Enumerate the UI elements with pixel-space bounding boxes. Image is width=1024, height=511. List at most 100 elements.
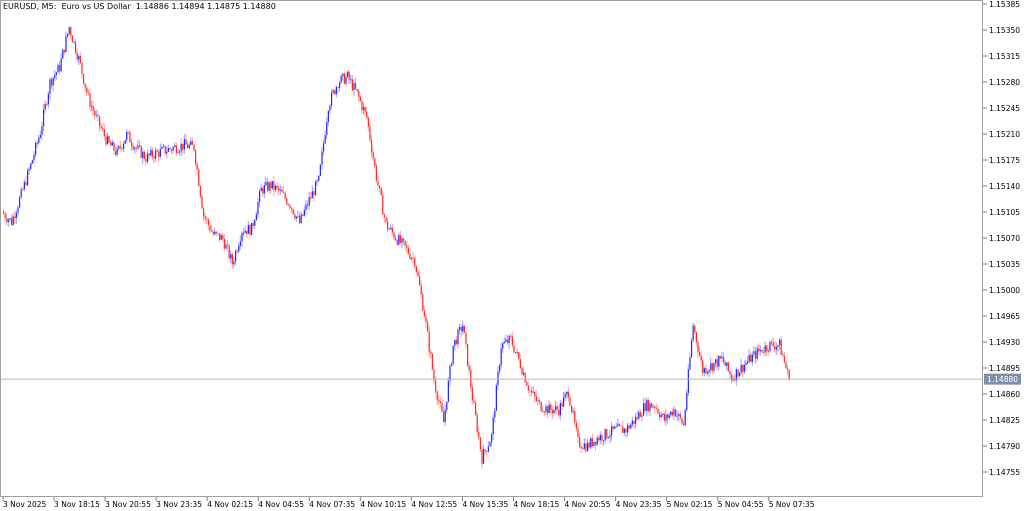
symbol-timeframe: EURUSD, M5: xyxy=(3,2,57,11)
candle-body xyxy=(735,369,737,381)
candle-body xyxy=(275,185,277,190)
candle-body xyxy=(158,151,160,157)
candle-body xyxy=(228,245,230,259)
candle-body xyxy=(783,355,785,363)
candle-body xyxy=(627,425,629,433)
price-tick-label: 1.14965 xyxy=(989,312,1020,321)
candle-body xyxy=(203,208,205,217)
candle-body xyxy=(76,52,78,60)
candle-body xyxy=(12,216,14,225)
candle-body xyxy=(510,335,512,337)
candle-body xyxy=(774,346,776,350)
candle-body xyxy=(678,414,680,416)
candle-body xyxy=(79,56,81,63)
candle-body xyxy=(454,339,456,346)
candle-body xyxy=(319,164,321,176)
candle-body xyxy=(407,247,409,254)
candle-body xyxy=(15,212,17,219)
candle-body xyxy=(179,151,181,153)
candle-body xyxy=(339,82,341,88)
candle-body xyxy=(387,221,389,230)
candle-body xyxy=(473,400,475,403)
candle-body xyxy=(478,431,480,438)
candle-body xyxy=(503,341,505,344)
candle-body xyxy=(345,76,347,84)
time-tick-label: 3 Nov 23:35 xyxy=(156,500,202,509)
candle-body xyxy=(172,147,174,151)
candle-body xyxy=(396,240,398,245)
candle-body xyxy=(361,100,363,111)
candle-body xyxy=(59,64,61,72)
candle-body xyxy=(68,27,70,34)
candle-body xyxy=(388,228,390,230)
candle-body xyxy=(9,218,11,220)
candle-body xyxy=(217,233,219,234)
candle-body xyxy=(748,354,750,362)
candle-body xyxy=(169,147,171,150)
candle-body xyxy=(84,83,86,88)
candle-body xyxy=(356,88,358,91)
candle-body xyxy=(620,425,622,427)
candle-body xyxy=(67,33,69,37)
candle-body xyxy=(17,207,19,213)
candle-body xyxy=(187,144,189,149)
candle-body xyxy=(297,215,299,217)
candle-body xyxy=(326,122,328,136)
candle-body xyxy=(321,151,323,165)
candle-body xyxy=(63,49,65,53)
candle-body xyxy=(379,185,381,188)
candle-body xyxy=(163,146,165,148)
price-tick-label: 1.15385 xyxy=(989,0,1020,9)
candle-body xyxy=(710,363,712,370)
candle-body xyxy=(787,368,789,370)
candle-body xyxy=(94,110,96,116)
candle-body xyxy=(97,114,99,117)
candle-body xyxy=(183,139,185,150)
current-price-value: 1.14880 xyxy=(987,375,1018,384)
candle-body xyxy=(436,391,438,400)
candle-body xyxy=(6,218,8,222)
candle-body xyxy=(271,181,273,189)
candle-body xyxy=(265,181,267,186)
candle-body xyxy=(723,356,725,363)
candle-body xyxy=(233,261,235,265)
price-tick-label: 1.15000 xyxy=(989,286,1020,295)
candle-body xyxy=(767,350,769,352)
candle-body xyxy=(134,147,136,150)
candle-body xyxy=(583,443,585,449)
candle-body xyxy=(375,165,377,181)
candle-body xyxy=(367,117,369,127)
candle-body xyxy=(52,77,54,86)
candle-body xyxy=(371,139,373,153)
candle-body xyxy=(89,93,91,107)
candle-body xyxy=(295,216,297,219)
time-tick-label: 3 Nov 2025 xyxy=(3,500,46,509)
candle-body xyxy=(427,321,429,332)
candle-body xyxy=(775,346,777,350)
candle-body xyxy=(755,351,757,359)
candle-body xyxy=(638,412,640,419)
candle-body xyxy=(215,231,217,234)
candle-body xyxy=(78,56,80,60)
candle-body xyxy=(628,425,630,429)
current-price-label: 1.14880 xyxy=(984,373,1021,385)
candle-body xyxy=(185,139,187,145)
candle-body xyxy=(127,131,129,133)
candle-body xyxy=(92,106,94,111)
candle-body xyxy=(625,428,627,433)
candle-body xyxy=(107,136,109,145)
candle-body xyxy=(619,424,621,426)
candle-body xyxy=(614,426,616,429)
candle-body xyxy=(270,182,272,189)
candle-body xyxy=(283,192,285,194)
candle-body xyxy=(155,150,157,159)
candle-body xyxy=(574,411,576,423)
candle-body xyxy=(60,58,62,72)
candle-body xyxy=(377,180,379,186)
candle-body xyxy=(188,144,190,149)
candle-body xyxy=(788,369,790,380)
candle-body xyxy=(255,214,257,221)
candle-body xyxy=(403,238,405,241)
candle-body xyxy=(70,27,72,36)
